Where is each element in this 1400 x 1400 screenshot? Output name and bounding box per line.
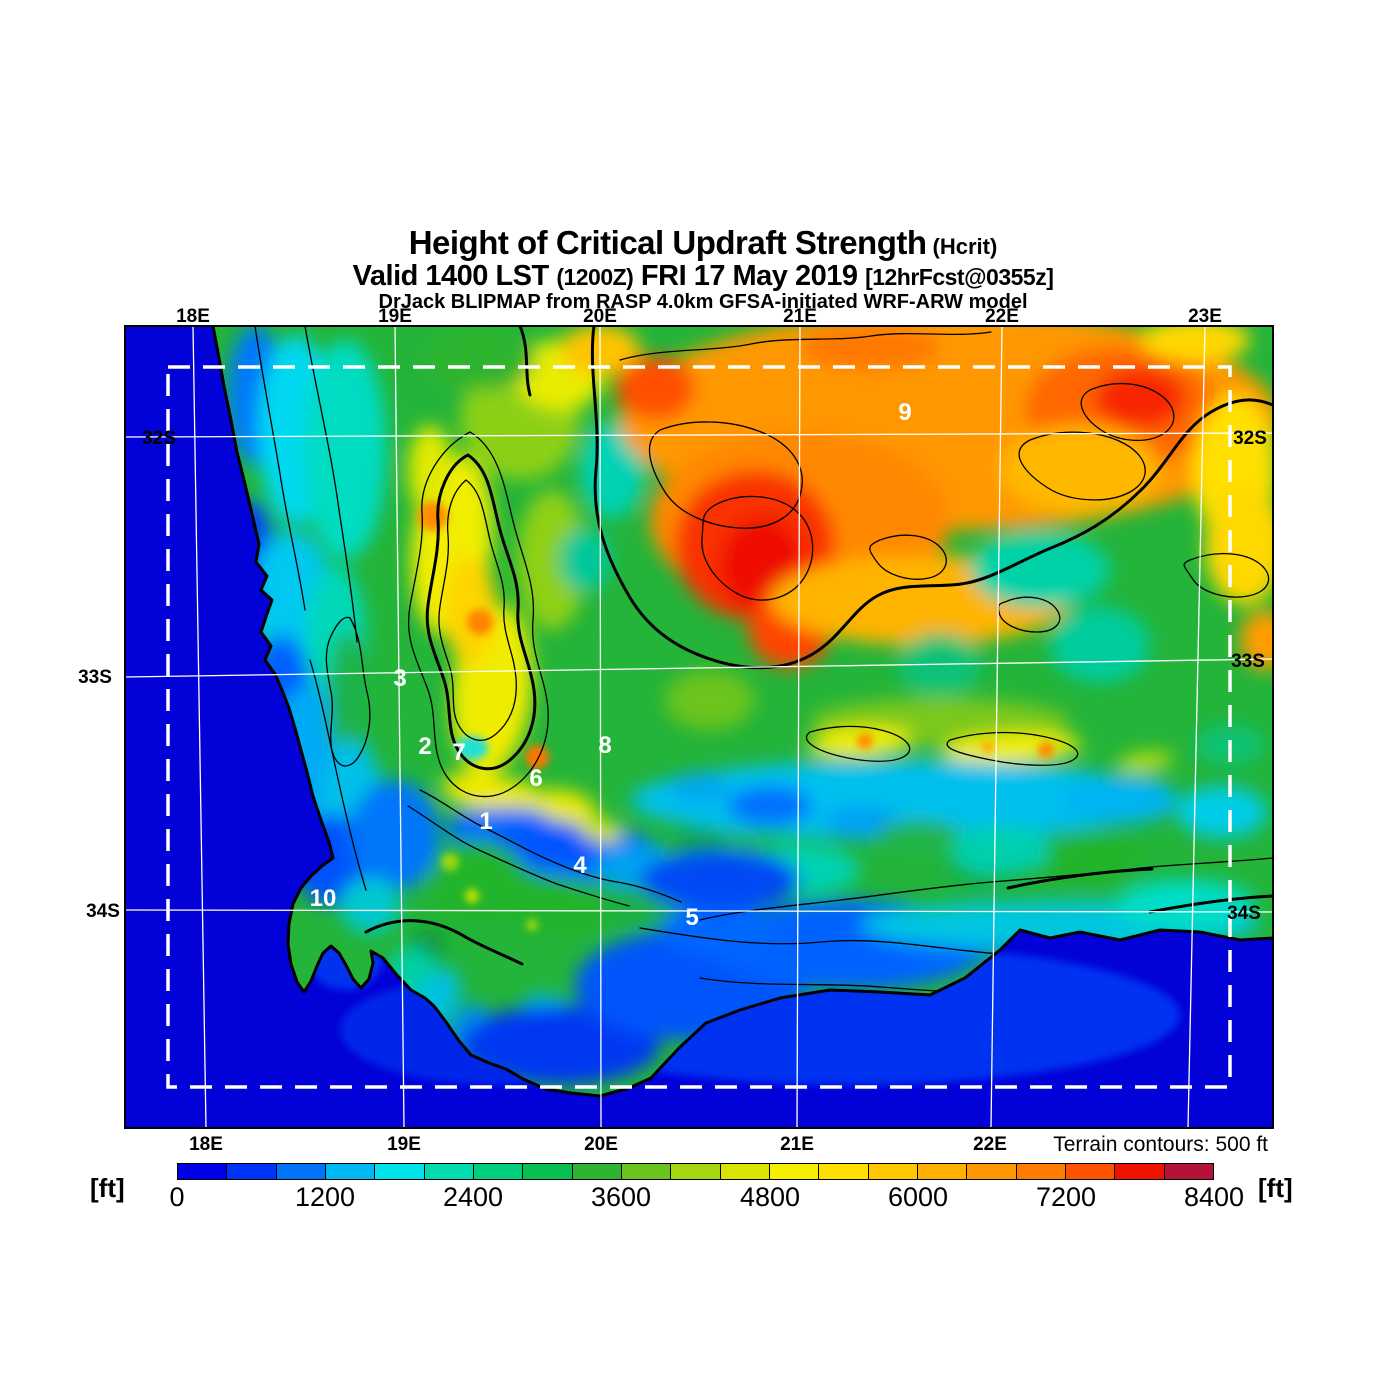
valid-date: FRI 17 May 2019	[640, 260, 858, 293]
colorbar-segment	[325, 1164, 376, 1179]
site-marker-6: 6	[529, 765, 542, 792]
lon-label-top-22e: 22E	[985, 306, 1019, 327]
colorbar-tick-3600: 3600	[590, 1182, 652, 1212]
colorbar	[177, 1163, 1214, 1180]
forecast-tag: [12hrFcst@0355z]	[865, 264, 1054, 291]
terrain-contours-note: Terrain contours: 500 ft	[1053, 1133, 1268, 1156]
colorbar-tick-8400: 8400	[1183, 1182, 1245, 1212]
colorbar-tick-0: 0	[169, 1182, 185, 1212]
site-marker-10: 10	[310, 885, 337, 912]
title-parameter: (Hcrit)	[932, 234, 998, 259]
colorbar-segment	[178, 1164, 228, 1179]
valid-zulu: (1200Z)	[556, 264, 634, 291]
top-lon-labels: 18E 19E 20E 21E 22E 23E	[176, 306, 1222, 327]
lat-label-left-33s: 33S	[78, 667, 112, 688]
colorbar-unit-right: [ft]	[1258, 1173, 1293, 1203]
site-marker-1: 1	[479, 808, 492, 835]
lon-label-top-23e: 23E	[1188, 306, 1222, 327]
colorbar-segment	[819, 1164, 869, 1179]
plot-title: Height of Critical Updraft Strength (Hcri…	[0, 224, 1400, 261]
map-canvas: 1 2 3 4 5 6 7 8 9 10 32S 33S 34S	[125, 326, 1273, 1128]
colorbar-tick-4800: 4800	[739, 1182, 801, 1212]
colorbar-segment	[1016, 1164, 1066, 1179]
colorbar-segment	[671, 1164, 721, 1179]
colorbar-segment	[227, 1164, 277, 1179]
colorbar-segment	[572, 1164, 622, 1179]
colorbar-segment	[621, 1164, 672, 1179]
colorbar-segment	[917, 1164, 968, 1179]
map-frame	[124, 325, 1274, 1129]
coastline	[211, 326, 1273, 1098]
lat-label-right-32s: 32S	[1233, 428, 1267, 449]
colorbar-tick-7200: 7200	[1035, 1182, 1097, 1212]
domain-boundary	[166, 365, 1232, 1089]
site-marker-2: 2	[418, 733, 431, 760]
lon-label-bottom-21e: 21E	[780, 1134, 814, 1155]
graticule	[125, 326, 1273, 1128]
lon-label-top-19e: 19E	[378, 306, 412, 327]
lon-label-bottom-20e: 20E	[584, 1134, 618, 1155]
colorbar-segment	[967, 1164, 1017, 1179]
colorbar-tick-1200: 1200	[294, 1182, 356, 1212]
title-text: Height of Critical Updraft Strength	[408, 224, 927, 261]
valid-time-line: Valid 1400 LST (1200Z) FRI 17 May 2019 […	[0, 261, 1400, 291]
lon-label-top-21e: 21E	[783, 306, 817, 327]
colorbar-segment	[276, 1164, 326, 1179]
site-marker-5: 5	[685, 904, 698, 931]
colorbar-segment	[424, 1164, 474, 1179]
lon-label-top-20e: 20E	[583, 306, 617, 327]
valid-time: Valid 1400 LST	[352, 260, 550, 293]
colorbar-segment	[1164, 1164, 1213, 1179]
lon-label-bottom-19e: 19E	[387, 1134, 421, 1155]
lon-label-top-18e: 18E	[176, 306, 210, 327]
site-marker-3: 3	[393, 665, 406, 692]
model-line: DrJack BLIPMAP from RASP 4.0km GFSA-init…	[378, 291, 1028, 314]
colorbar-unit-left: [ft]	[90, 1173, 125, 1203]
lon-label-bottom-18e: 18E	[189, 1134, 223, 1155]
site-marker-9: 9	[898, 399, 911, 426]
colorbar-segment	[1115, 1164, 1165, 1179]
land-field	[213, 326, 1273, 1096]
colorbar-segment	[523, 1164, 573, 1179]
colorbar-segment	[473, 1164, 524, 1179]
lat-label-right-33s: 33S	[1231, 651, 1265, 672]
colorbar-tick-6000: 6000	[887, 1182, 949, 1212]
terrain-contours	[254, 326, 1273, 993]
lat-label-left-34s: 34S	[86, 901, 120, 922]
plot-header: Height of Critical Updraft Strength (Hcri…	[0, 224, 1400, 314]
site-marker-7: 7	[452, 739, 465, 766]
colorbar-segment	[769, 1164, 820, 1179]
left-lat-labels: 32S 33S 34S	[78, 428, 176, 922]
colorbar-tick-2400: 2400	[442, 1182, 504, 1212]
bottom-lon-labels: 18E 19E 20E 21E 22E	[189, 1134, 1007, 1155]
colorbar-segment	[1065, 1164, 1116, 1179]
lat-label-left-32s: 32S	[142, 428, 176, 449]
site-marker-8: 8	[598, 732, 611, 759]
lon-label-bottom-22e: 22E	[973, 1134, 1007, 1155]
site-marker-4: 4	[573, 852, 587, 879]
lat-label-right-34s: 34S	[1227, 903, 1261, 924]
site-markers: 1 2 3 4 5 6 7 8 9 10	[310, 399, 912, 931]
colorbar-segment	[868, 1164, 918, 1179]
colorbar-segment	[720, 1164, 770, 1179]
colorbar-segment	[375, 1164, 425, 1179]
